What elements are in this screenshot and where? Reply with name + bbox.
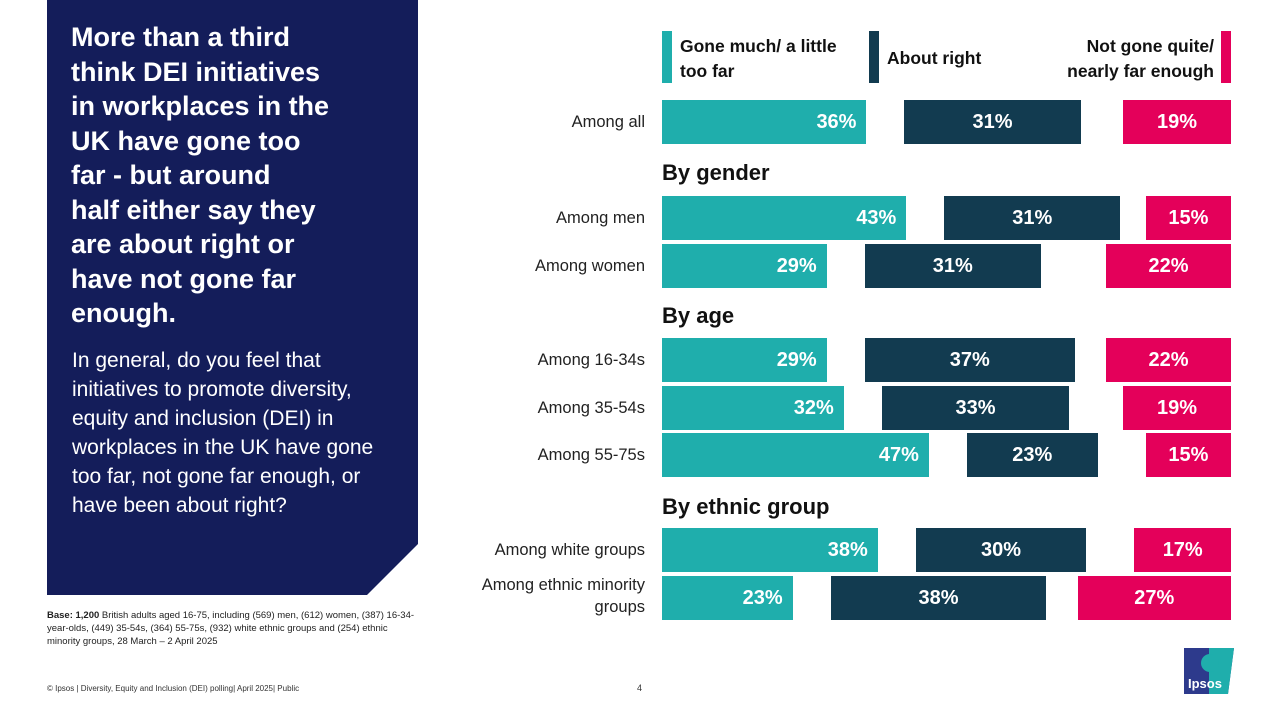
legend-swatch-too-far [662, 31, 672, 83]
legend-label-about-right: About right [887, 48, 982, 68]
base-text: British adults aged 16-75, including (56… [47, 610, 415, 647]
data-label: 37% [949, 349, 990, 371]
data-label: 17% [1162, 539, 1203, 561]
data-label: 22% [1148, 349, 1189, 371]
data-label: 38% [827, 539, 868, 561]
base-label: Base: 1,200 [47, 610, 100, 621]
headline-panel [47, 0, 418, 595]
section-by-age: By age [662, 303, 735, 328]
data-label: 23% [1012, 444, 1053, 466]
bar-about-right: 30% [915, 528, 1087, 572]
bar-about-right: 23% [966, 433, 1098, 477]
bar-about-right: 31% [944, 196, 1121, 240]
bar-not-far-enough: 22% [1106, 244, 1231, 288]
legend-swatch-about-right [869, 31, 879, 83]
data-label: 27% [1134, 587, 1175, 609]
bar-not-far-enough: 15% [1145, 196, 1231, 240]
bar-too-far: 36% [662, 100, 867, 144]
data-label: 30% [981, 539, 1022, 561]
data-label: 32% [793, 397, 834, 419]
base-note: Base: 1,200 British adults aged 16-75, i… [47, 609, 417, 648]
data-label: 36% [816, 111, 857, 133]
data-label: 22% [1148, 255, 1189, 277]
bar-too-far: 23% [662, 576, 793, 620]
bar-about-right: 31% [904, 100, 1081, 144]
data-label: 23% [742, 587, 783, 609]
category-label: Among men [556, 209, 645, 227]
data-label: 31% [972, 111, 1013, 133]
section-by-gender: By gender [662, 160, 770, 185]
logo-head-icon [1201, 654, 1219, 672]
bar-too-far: 47% [662, 433, 929, 477]
ipsos-logo: Ipsos [1184, 648, 1234, 694]
page-number: 4 [637, 683, 643, 693]
bar-not-far-enough: 27% [1077, 576, 1231, 620]
data-label: 15% [1168, 207, 1209, 229]
category-label: Among 16-34s [537, 351, 645, 369]
bar-not-far-enough: 15% [1145, 433, 1231, 477]
data-label: 29% [776, 349, 817, 371]
data-label: 31% [1012, 207, 1053, 229]
data-label: 19% [1157, 397, 1198, 419]
bar-too-far: 29% [662, 338, 827, 382]
bar-too-far: 38% [662, 528, 878, 572]
data-label: 33% [955, 397, 996, 419]
bar-not-far-enough: 17% [1134, 528, 1231, 572]
bar-about-right: 38% [830, 576, 1047, 620]
data-label: 19% [1157, 111, 1198, 133]
bar-about-right: 31% [864, 244, 1041, 288]
data-label: 47% [878, 444, 919, 466]
category-label: Among 55-75s [537, 446, 645, 464]
bar-not-far-enough: 22% [1106, 338, 1231, 382]
data-label: 38% [918, 587, 959, 609]
legend-label-not-far-enough: Not gone quite/ nearly far enough [1067, 36, 1214, 81]
data-label: 31% [932, 255, 973, 277]
headline: More than a third think DEI initiatives … [71, 22, 330, 328]
category-label: Among 35-54s [537, 399, 645, 417]
data-label: 43% [856, 207, 897, 229]
bar-about-right: 33% [881, 386, 1070, 430]
bar-not-far-enough: 19% [1123, 386, 1231, 430]
bar-not-far-enough: 19% [1123, 100, 1231, 144]
category-label: Among white groups [494, 541, 645, 559]
bar-too-far: 29% [662, 244, 827, 288]
data-label: 15% [1168, 444, 1209, 466]
category-label: Among all [571, 113, 645, 131]
bar-about-right: 37% [864, 338, 1075, 382]
legend-swatch-not-far-enough [1221, 31, 1231, 83]
bar-too-far: 32% [662, 386, 844, 430]
bar-too-far: 43% [662, 196, 907, 240]
category-label: Among ethnic minority groups [481, 576, 645, 616]
legend-label-too-far: Gone much/ a little too far [680, 36, 837, 81]
data-label: 29% [776, 255, 817, 277]
survey-question: In general, do you feel that initiatives… [72, 349, 374, 517]
category-label: Among women [534, 257, 645, 275]
logo-text: Ipsos [1188, 676, 1222, 691]
section-by-ethnic-group: By ethnic group [662, 494, 830, 519]
footer-text: © Ipsos | Diversity, Equity and Inclusio… [47, 684, 300, 693]
